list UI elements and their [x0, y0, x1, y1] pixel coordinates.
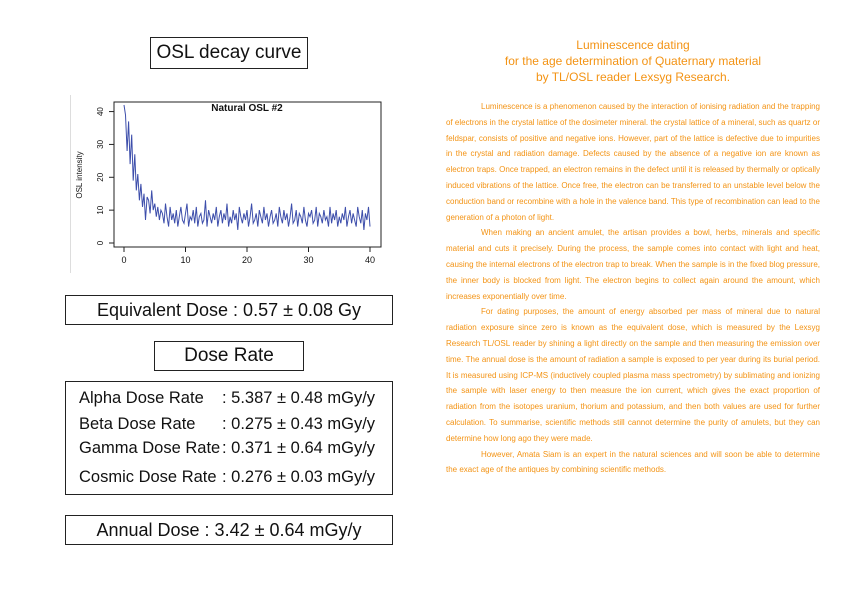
- cosmic-dose-rate-row: Cosmic Dose Rate : 0.276 ± 0.03 mGy/y: [79, 468, 375, 487]
- y-tick-label: 0: [96, 240, 105, 245]
- article-body: Luminescence is a phenomenon caused by t…: [446, 99, 820, 478]
- dose-rates-box: Alpha Dose Rate : 5.387 ± 0.48 mGy/y Beta…: [65, 381, 393, 495]
- heading-line: for the age determination of Quaternary …: [504, 54, 762, 68]
- y-axis-label: OSL intensity: [75, 151, 84, 198]
- dose-rate-label: Alpha Dose Rate: [79, 389, 204, 407]
- x-tick-label: 10: [180, 255, 190, 265]
- gamma-dose-rate-row: Gamma Dose Rate: 0.371 ± 0.64 mGy/y: [79, 439, 375, 458]
- chart-title: Natural OSL #2: [211, 103, 283, 114]
- osl-decay-chart: Natural OSL #2 OSL intensity 0 10 20 30 40 0 1…: [70, 95, 382, 273]
- x-tick-label: 20: [242, 255, 252, 265]
- article-heading: Luminescence dating for the age determin…: [446, 37, 820, 85]
- dose-rate-value: : 0.276 ± 0.03 mGy/y: [222, 468, 376, 486]
- article-paragraph: Luminescence is a phenomenon caused by t…: [446, 102, 820, 222]
- beta-dose-rate-row: Beta Dose Rate : 0.275 ± 0.43 mGy/y: [79, 415, 375, 434]
- x-tick-label: 40: [365, 255, 375, 265]
- y-tick-label: 30: [96, 139, 105, 148]
- article-paragraph: When making an ancient amulet, the artis…: [446, 228, 820, 301]
- dose-rate-value: : 0.371 ± 0.64 mGy/y: [222, 439, 376, 457]
- heading-line: by TL/OSL reader Lexsyg Research.: [535, 70, 731, 84]
- dose-rate-label: Gamma Dose Rate: [79, 439, 221, 457]
- osl-intensity-series-line: [123, 104, 371, 230]
- dose-rate-value: : 0.275 ± 0.43 mGy/y: [222, 415, 376, 433]
- osl-decay-curve-title: OSL decay curve: [150, 37, 308, 69]
- dose-rate-value: : 5.387 ± 0.48 mGy/y: [222, 389, 376, 407]
- dose-rate-label: Cosmic Dose Rate: [79, 468, 217, 486]
- annual-dose-box: Annual Dose : 3.42 ± 0.64 mGy/y: [65, 515, 393, 545]
- dose-rate-label: Beta Dose Rate: [79, 415, 196, 433]
- y-tick-label: 20: [96, 172, 105, 181]
- chart-axes: 0 10 20 30 40 0 10 20 30 40: [96, 107, 375, 265]
- y-tick-label: 10: [96, 205, 105, 214]
- x-tick-label: 30: [303, 255, 313, 265]
- plot-frame: [113, 101, 382, 248]
- alpha-dose-rate-row: Alpha Dose Rate : 5.387 ± 0.48 mGy/y: [79, 389, 375, 408]
- dose-rate-title: Dose Rate: [154, 341, 304, 371]
- heading-line: Luminescence dating: [576, 38, 690, 52]
- article-paragraph: However, Amata Siam is an expert in the …: [446, 449, 820, 475]
- x-tick-label: 0: [121, 255, 126, 265]
- equivalent-dose-box: Equivalent Dose : 0.57 ± 0.08 Gy: [65, 295, 393, 325]
- y-tick-label: 40: [96, 107, 105, 116]
- article-paragraph: For dating purposes, the amount of energ…: [446, 307, 820, 443]
